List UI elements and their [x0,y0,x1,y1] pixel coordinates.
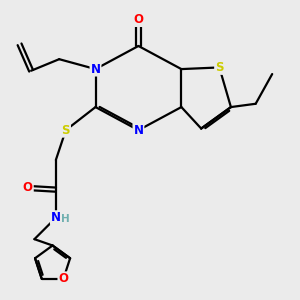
Text: H: H [61,214,70,224]
Text: S: S [61,124,70,137]
Text: O: O [134,13,143,26]
Text: N: N [51,211,61,224]
Text: N: N [134,124,143,137]
Text: S: S [215,61,224,74]
Text: N: N [91,63,100,76]
Text: O: O [23,182,33,194]
Text: O: O [58,272,68,285]
